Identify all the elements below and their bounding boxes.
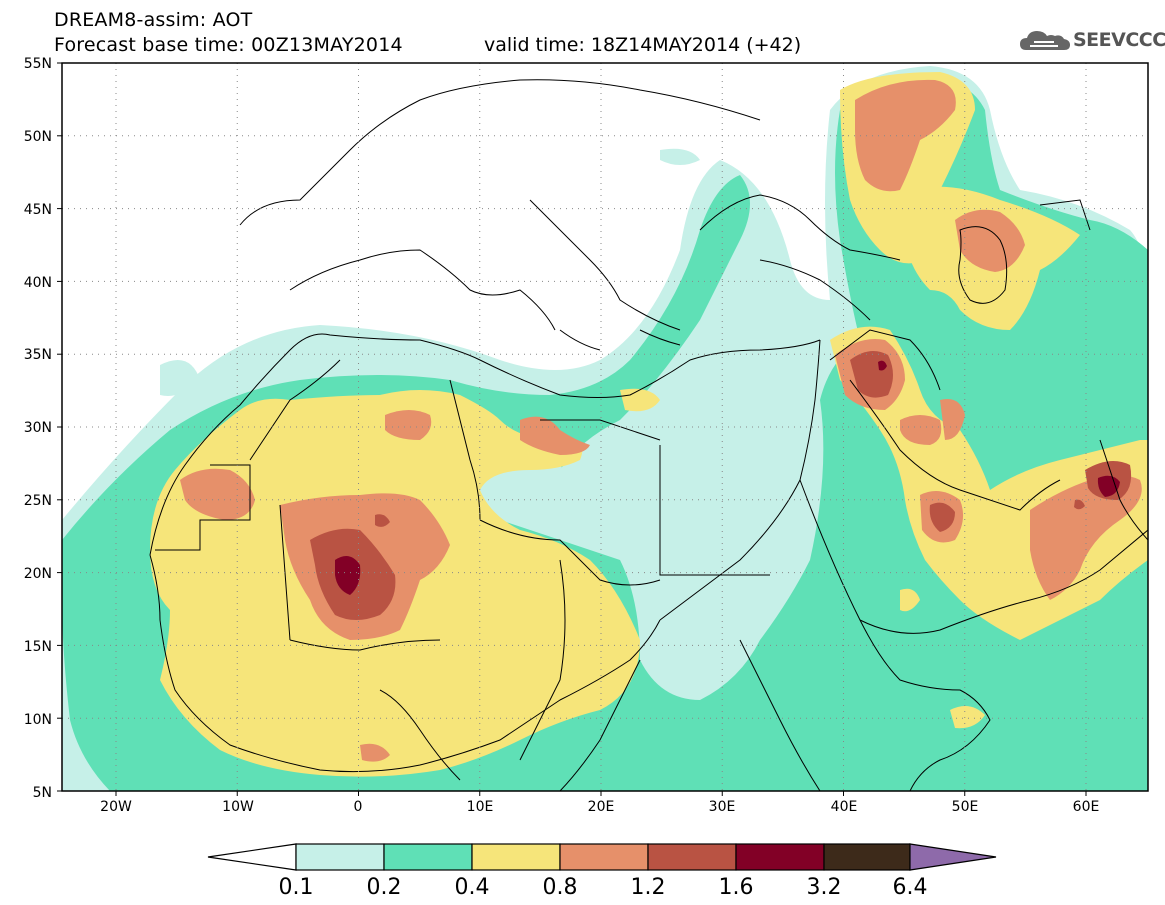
lat-label: 30N (24, 420, 52, 436)
legend-arrow-high (909, 843, 997, 871)
cloud-logo-icon (1020, 31, 1070, 50)
logo-text: SEEVCCC (1073, 29, 1165, 51)
aot-contours (62, 66, 1148, 791)
legend-swatch (647, 843, 737, 871)
lon-label: 20W (100, 799, 132, 815)
lat-label: 45N (24, 202, 52, 218)
seevccc-logo: SEEVCCC (1018, 26, 1165, 56)
lon-label: 60E (1073, 799, 1100, 815)
lat-label: 20N (24, 566, 52, 582)
lon-label: 10E (467, 799, 494, 815)
legend-swatch (471, 843, 561, 871)
lon-label: 10W (222, 799, 254, 815)
legend-label: 0.8 (543, 875, 578, 900)
lon-labels: 20W 10W 0 10E 20E 30E 40E 50E 60E (100, 799, 1099, 815)
legend-label: 0.1 (279, 875, 314, 900)
legend-label: 1.6 (719, 875, 754, 900)
lat-label: 35N (24, 347, 52, 363)
lat-labels: 55N 50N 45N 40N 35N 30N 25N 20N 15N 10N … (24, 56, 52, 801)
lat-label: 15N (24, 639, 52, 655)
axis-ticks (57, 62, 1087, 796)
legend-swatch (559, 843, 649, 871)
legend-label: 0.4 (455, 875, 490, 900)
legend-label: 3.2 (807, 875, 842, 900)
color-legend: 0.1 0.2 0.4 0.8 1.2 1.6 3.2 6.4 (207, 843, 997, 900)
map-title: DREAM8-assim: AOT (54, 9, 253, 31)
legend-swatch (295, 843, 385, 871)
lon-label: 0 (354, 799, 363, 815)
lat-label: 5N (33, 785, 52, 801)
legend-label: 1.2 (631, 875, 666, 900)
valid-time: valid time: 18Z14MAY2014 (+42) (484, 34, 802, 56)
lat-lon-grid (62, 63, 1148, 791)
legend-swatch (823, 843, 911, 871)
lon-label: 40E (831, 799, 858, 815)
legend-arrow-low (207, 843, 297, 871)
lat-label: 25N (24, 493, 52, 509)
lat-label: 10N (24, 712, 52, 728)
coastlines (149, 79, 1148, 791)
aot-band-1.6 (335, 360, 1120, 595)
legend-swatch (383, 843, 473, 871)
legend-label: 6.4 (893, 875, 928, 900)
legend-label: 0.2 (367, 875, 402, 900)
lon-label: 50E (952, 799, 979, 815)
lat-label: 55N (24, 56, 52, 72)
lat-label: 40N (24, 275, 52, 291)
forecast-base-time: Forecast base time: 00Z13MAY2014 (54, 34, 403, 56)
lon-label: 30E (709, 799, 736, 815)
lon-label: 20E (588, 799, 615, 815)
legend-swatch (735, 843, 825, 871)
lat-label: 50N (24, 129, 52, 145)
